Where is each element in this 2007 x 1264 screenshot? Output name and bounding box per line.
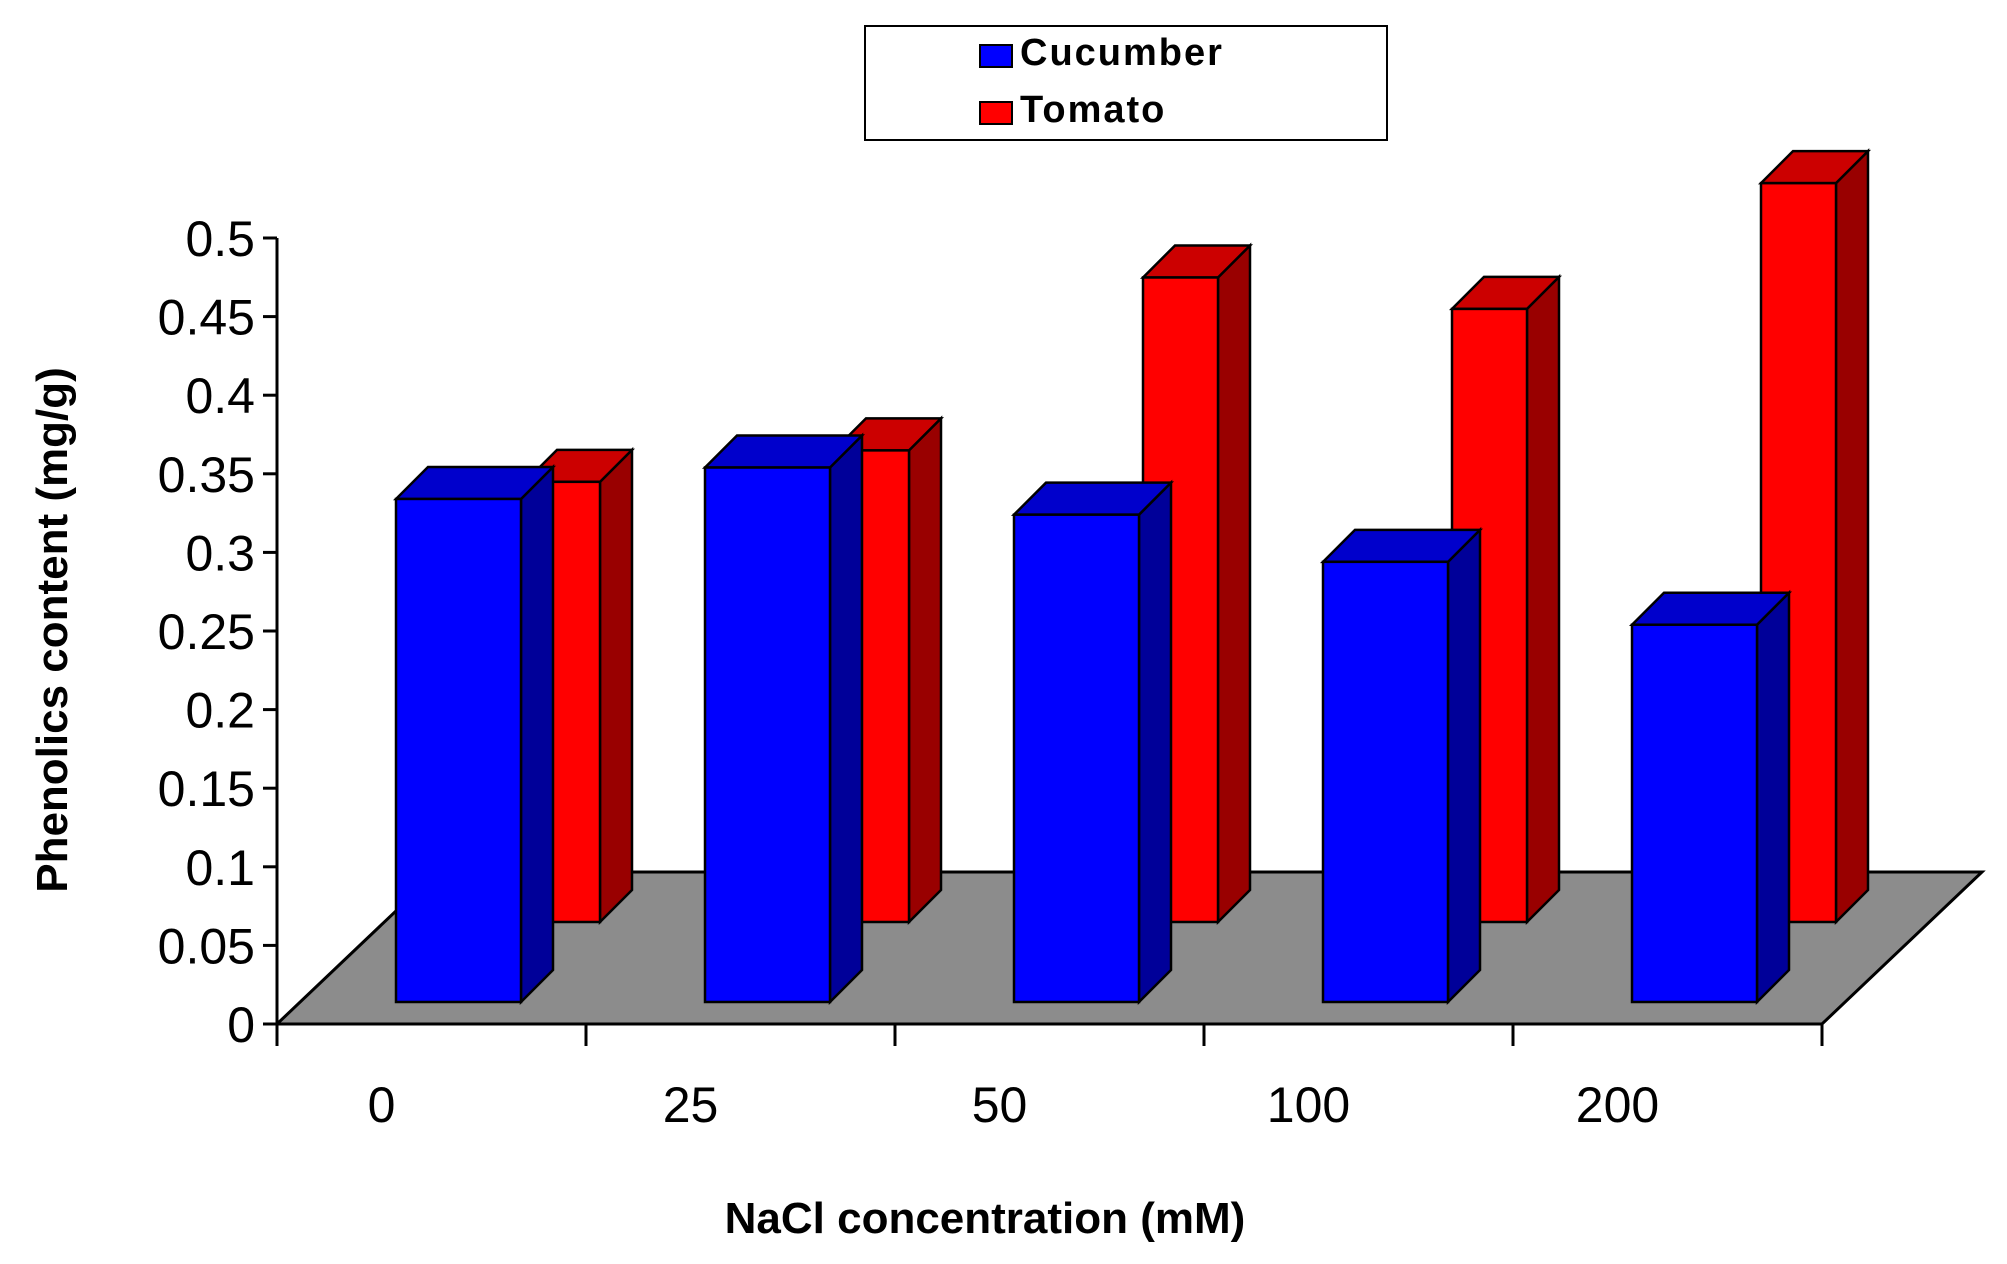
bar-cucumber-50-front <box>1012 513 1141 1004</box>
x-tick-label: 25 <box>663 1077 719 1133</box>
legend-box <box>864 25 1388 141</box>
bar-cucumber-100-front <box>1321 560 1450 1004</box>
bar-cucumber-0-front <box>394 497 523 1004</box>
y-tick-label: 0.05 <box>158 918 255 974</box>
legend-label-cucumber: Cucumber <box>1020 32 1224 74</box>
y-tick-label: 0.1 <box>185 840 255 896</box>
y-tick-label: 0 <box>227 997 255 1053</box>
bar-cucumber-200-front <box>1630 623 1759 1004</box>
chart-bars <box>392 148 1872 1006</box>
legend-label-tomato: Tomato <box>1020 89 1166 131</box>
legend-swatch-tomato <box>979 101 1013 125</box>
x-tick-label: 100 <box>1267 1077 1350 1133</box>
x-axis-title: NaCl concentration (mM) <box>725 1194 1246 1243</box>
bar-cucumber-100-side <box>1446 526 1482 1006</box>
bar-tomato-25-side <box>907 415 943 926</box>
x-tick-label: 200 <box>1576 1077 1659 1133</box>
legend-swatch-cucumber <box>979 44 1013 68</box>
bar-tomato-0-side <box>598 446 634 926</box>
bar-cucumber-25-front <box>703 466 832 1004</box>
y-tick-label: 0.3 <box>185 525 255 581</box>
y-tick-label: 0.15 <box>158 761 255 817</box>
y-tick-label: 0.5 <box>185 211 255 267</box>
y-axis-title: Phenolics content (mg/g) <box>28 367 77 893</box>
bar-cucumber-25 <box>701 432 866 1006</box>
bar-cucumber-200 <box>1628 589 1793 1006</box>
bar-tomato-0 <box>521 446 636 926</box>
bar-tomato-50-side <box>1216 242 1252 926</box>
y-tick-label: 0.35 <box>158 447 255 503</box>
bar-cucumber-50 <box>1010 479 1175 1006</box>
chart-axes: 0 0.05 0.1 0.15 0.2 0.25 0.3 0.35 0.4 0.45 0.5 0 25 5… <box>158 211 1824 1133</box>
bar-tomato-100-side <box>1525 273 1561 926</box>
bar-cucumber-100 <box>1319 526 1484 1006</box>
x-tick-label: 0 <box>368 1077 396 1133</box>
bar-cucumber-50-side <box>1137 479 1173 1006</box>
bar-cucumber-0-side <box>519 463 555 1006</box>
bar-cucumber-25-side <box>828 432 864 1006</box>
y-tick-label: 0.25 <box>158 604 255 660</box>
y-tick-label: 0.2 <box>185 683 255 739</box>
y-tick-label: 0.45 <box>158 290 255 346</box>
bar-tomato-200-side <box>1834 148 1870 926</box>
chart-legend: Cucumber Tomato <box>864 25 1388 141</box>
bar-cucumber-0 <box>392 463 557 1006</box>
bar-cucumber-200-side <box>1755 589 1791 1006</box>
x-tick-label: 50 <box>972 1077 1028 1133</box>
y-tick-label: 0.4 <box>185 368 255 424</box>
